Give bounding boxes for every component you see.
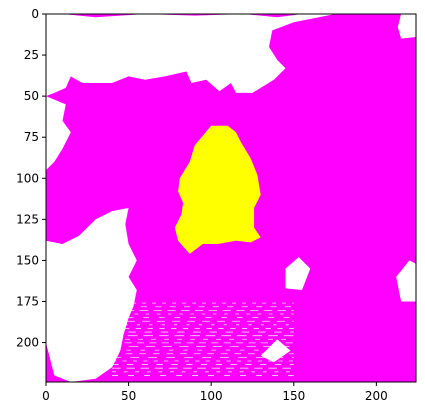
region-yellow-0	[174, 125, 261, 254]
x-tick-label: 100	[200, 389, 223, 403]
x-tick-label: 0	[42, 389, 50, 403]
y-tick-label: 200	[16, 336, 39, 350]
y-tick-label: 25	[24, 48, 39, 62]
region-white-3	[397, 14, 416, 39]
x-axis: 0 50 100 150 200	[42, 382, 388, 403]
x-tick-label: 50	[121, 389, 136, 403]
heatmap-image	[46, 14, 416, 382]
y-tick-label: 125	[16, 212, 39, 226]
region-white-2	[46, 207, 137, 382]
region-white-1	[46, 96, 71, 171]
y-axis: 0 25 50 75 100 125 150 175 200	[16, 7, 46, 350]
plot-frame	[45, 13, 417, 383]
x-tick-label: 150	[282, 389, 305, 403]
region-white-0	[46, 14, 336, 97]
x-tick-label: 200	[365, 389, 388, 403]
y-tick-label: 175	[16, 295, 39, 309]
y-tick-label: 50	[24, 89, 39, 103]
region-white-5	[285, 257, 311, 290]
y-tick-label: 100	[16, 171, 39, 185]
y-tick-label: 0	[31, 7, 39, 21]
y-tick-label: 75	[24, 130, 39, 144]
region-white-4	[396, 260, 416, 302]
region-white-6	[260, 339, 291, 363]
y-tick-label: 150	[16, 253, 39, 267]
